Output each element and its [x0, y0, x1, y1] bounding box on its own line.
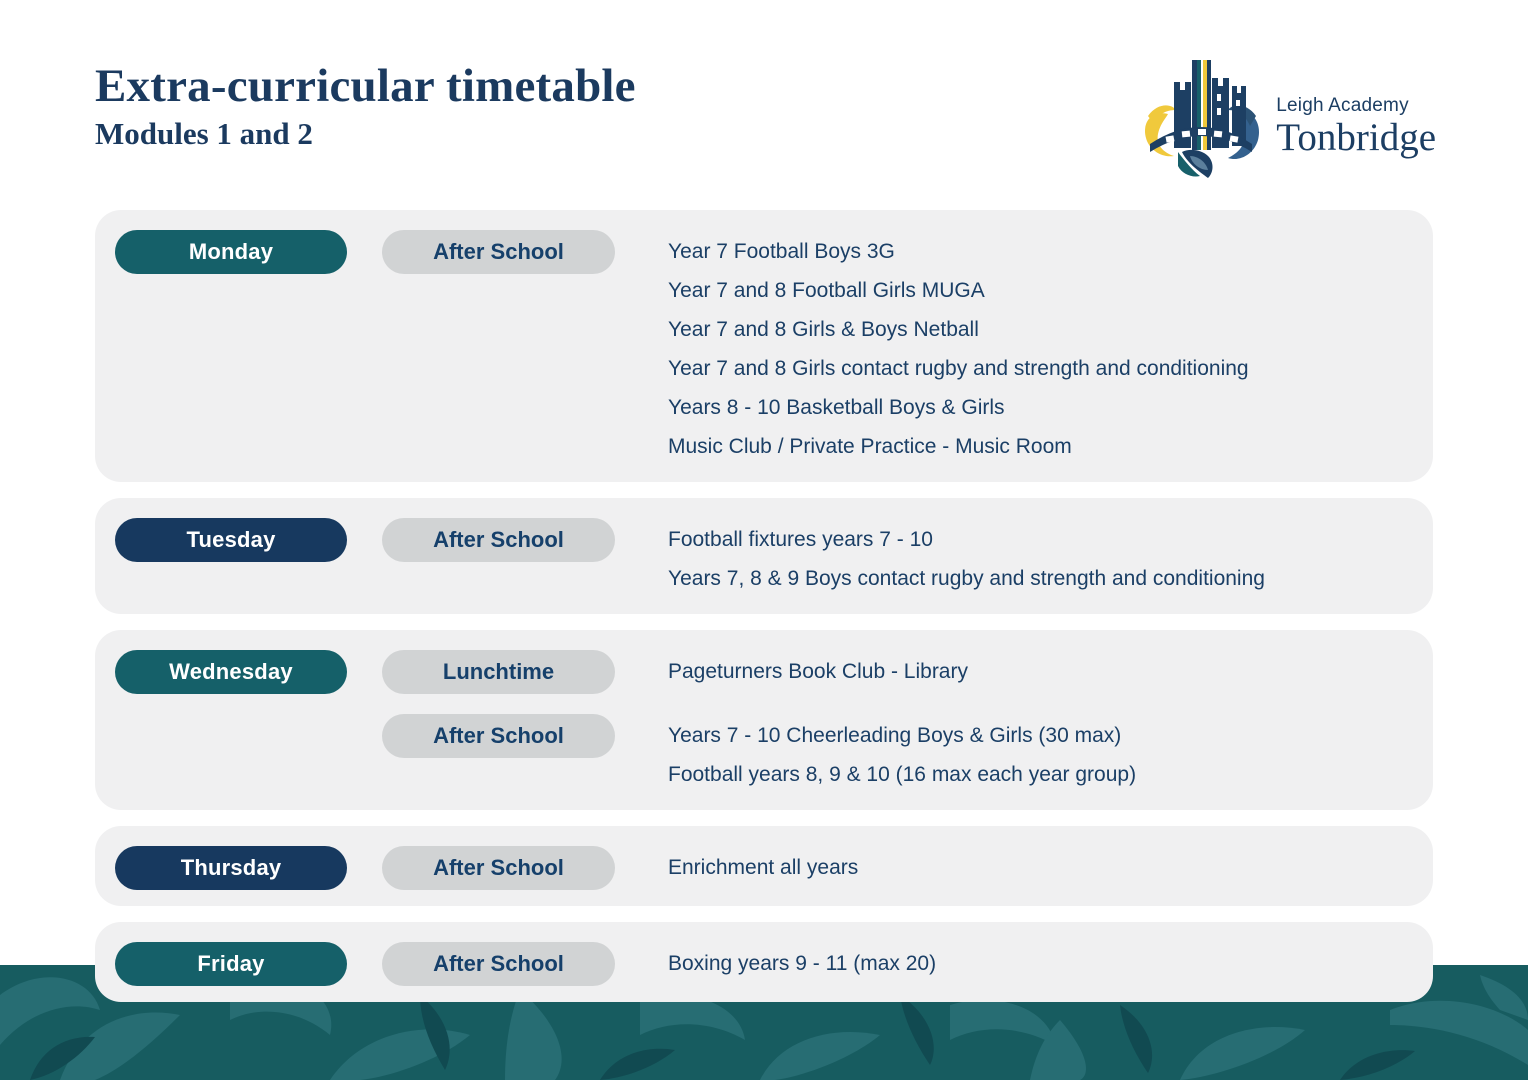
school-crest-icon [1145, 60, 1260, 178]
day-pill-monday: Monday [115, 230, 347, 274]
activity-item: Years 8 - 10 Basketball Boys & Girls [668, 396, 1005, 419]
session-pill-after-school: After School [382, 942, 615, 986]
page-title: Extra-curricular timetable [95, 60, 636, 112]
activity-item: Year 7 Football Boys 3G [668, 240, 895, 263]
header-titles: Extra-curricular timetable Modules 1 and… [95, 60, 636, 151]
session-pill-after-school: After School [382, 518, 615, 562]
session-row: Lunchtime Pageturners Book Club - Librar… [382, 650, 1413, 694]
leaf-pattern-icon [0, 965, 1528, 1080]
activity-list: Football fixtures years 7 - 10 Years 7, … [615, 518, 1265, 598]
day-pill-tuesday: Tuesday [115, 518, 347, 562]
activity-item: Year 7 and 8 Girls & Boys Netball [668, 318, 979, 341]
page-subtitle: Modules 1 and 2 [95, 115, 313, 151]
activity-item: Year 7 and 8 Football Girls MUGA [668, 279, 985, 302]
session-pill-after-school: After School [382, 846, 615, 890]
school-logo: Leigh Academy Tonbridge [1138, 52, 1436, 184]
activity-item: Years 7 - 10 Cheerleading Boys & Girls (… [668, 724, 1122, 747]
session-pill-after-school: After School [382, 230, 615, 274]
activity-list: Enrichment all years [615, 846, 858, 887]
session-pill-lunchtime: Lunchtime [382, 650, 615, 694]
logo-school-name: Tonbridge [1276, 116, 1436, 160]
session-row: After School Football fixtures years 7 -… [382, 518, 1413, 598]
day-card-wednesday: Wednesday Lunchtime Pageturners Book Clu… [95, 630, 1433, 810]
activity-item: Year 7 and 8 Girls contact rugby and str… [668, 357, 1249, 380]
activity-item: Years 7, 8 & 9 Boys contact rugby and st… [668, 567, 1265, 590]
logo-text: Leigh Academy Tonbridge [1276, 77, 1436, 159]
day-card-friday: Friday After School Boxing years 9 - 11 … [95, 922, 1433, 1002]
activity-list: Pageturners Book Club - Library [615, 650, 968, 691]
activity-item: Music Club / Private Practice - Music Ro… [668, 435, 1072, 458]
day-card-thursday: Thursday After School Enrichment all yea… [95, 826, 1433, 906]
activity-list: Years 7 - 10 Cheerleading Boys & Girls (… [615, 714, 1136, 794]
session-row: After School Boxing years 9 - 11 (max 20… [382, 942, 1413, 986]
timetable-cards: Monday After School Year 7 Football Boys… [95, 210, 1433, 1002]
activity-item: Football fixtures years 7 - 10 [668, 528, 933, 551]
session-row: After School Years 7 - 10 Cheerleading B… [382, 714, 1413, 794]
day-pill-thursday: Thursday [115, 846, 347, 890]
session-row: After School Year 7 Football Boys 3G Yea… [382, 230, 1413, 466]
activity-item: Football years 8, 9 & 10 (16 max each ye… [668, 763, 1137, 786]
session-pill-after-school: After School [382, 714, 615, 758]
activity-item: Pageturners Book Club - Library [668, 660, 968, 683]
logo-academy-name: Leigh Academy [1276, 95, 1409, 117]
activity-list: Year 7 Football Boys 3G Year 7 and 8 Foo… [615, 230, 1249, 466]
footer-decor-band [0, 965, 1528, 1080]
activity-item: Boxing years 9 - 11 (max 20) [668, 952, 937, 975]
session-row: After School Enrichment all years [382, 846, 1413, 890]
activity-item: Enrichment all years [668, 856, 859, 879]
day-pill-wednesday: Wednesday [115, 650, 347, 694]
day-card-tuesday: Tuesday After School Football fixtures y… [95, 498, 1433, 614]
day-card-monday: Monday After School Year 7 Football Boys… [95, 210, 1433, 482]
day-pill-friday: Friday [115, 942, 347, 986]
activity-list: Boxing years 9 - 11 (max 20) [615, 942, 936, 983]
